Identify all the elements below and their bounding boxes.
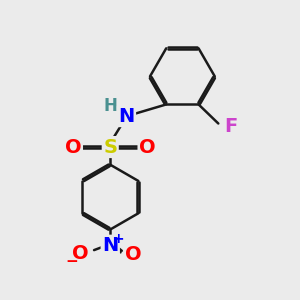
Text: −: − — [66, 254, 78, 269]
Text: O: O — [125, 245, 142, 264]
Text: O: O — [139, 138, 156, 157]
Text: F: F — [224, 117, 238, 136]
Text: O: O — [73, 244, 89, 262]
Text: H: H — [103, 97, 117, 115]
Text: S: S — [103, 138, 117, 157]
Text: +: + — [113, 232, 124, 246]
Text: N: N — [102, 236, 119, 255]
Text: O: O — [65, 138, 82, 157]
Text: N: N — [118, 106, 135, 126]
